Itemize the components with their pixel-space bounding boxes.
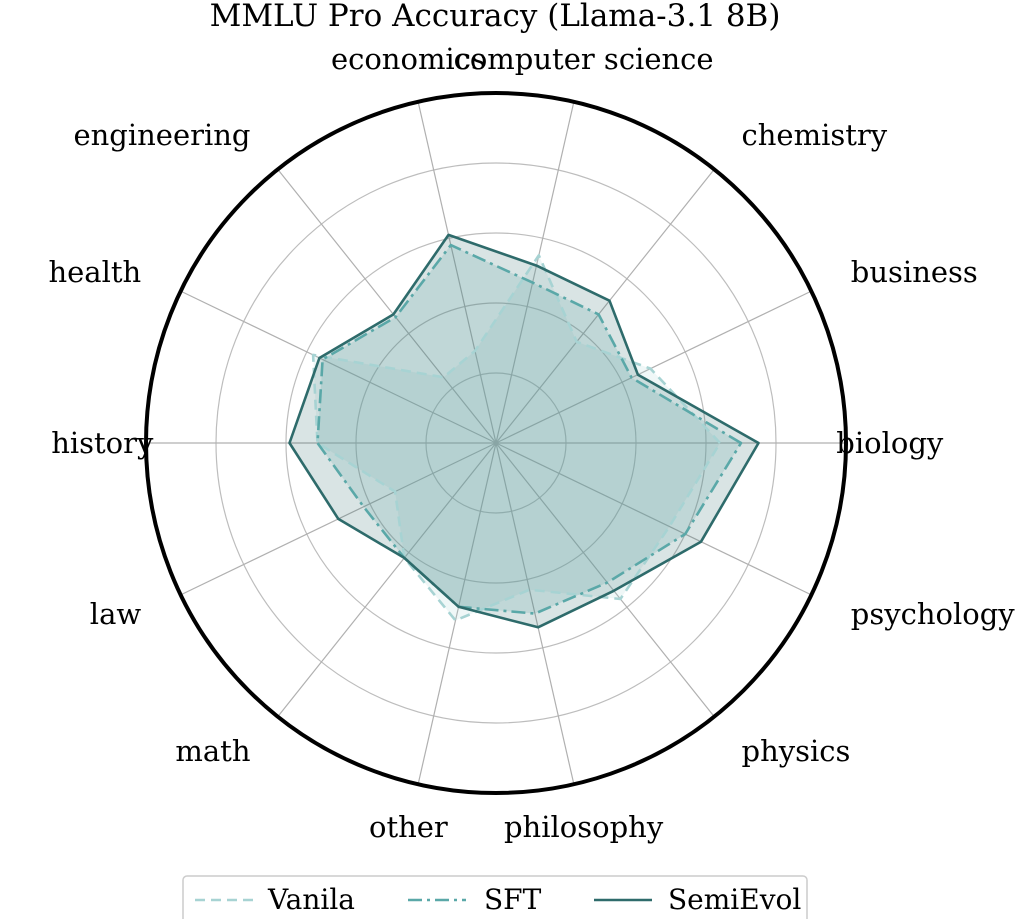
grid-layer bbox=[144, 91, 848, 795]
grid-spoke bbox=[417, 101, 497, 444]
legend-box bbox=[182, 875, 808, 923]
category-label: engineering bbox=[73, 118, 250, 152]
category-label: law bbox=[90, 597, 142, 631]
grid-spoke bbox=[180, 290, 497, 444]
category-label: health bbox=[48, 255, 141, 289]
grid-spoke bbox=[495, 168, 715, 444]
series-line-vanila bbox=[311, 254, 722, 622]
series-fill-vanila bbox=[313, 255, 720, 621]
grid-spoke bbox=[277, 442, 497, 718]
grid-spoke bbox=[495, 442, 575, 785]
category-labels: biology business chemistry computer science… bbox=[48, 42, 1015, 844]
category-label: history bbox=[51, 426, 154, 460]
category-label: philosophy bbox=[504, 810, 664, 844]
series-fill-semievol bbox=[289, 234, 759, 628]
legend-label-sft: SFT bbox=[484, 883, 542, 916]
grid-spoke bbox=[495, 442, 715, 718]
legend-label-vanila: Vanila bbox=[267, 883, 355, 916]
category-label: chemistry bbox=[742, 118, 888, 152]
category-label: math bbox=[175, 734, 250, 768]
series-layer bbox=[288, 233, 760, 629]
category-label: computer science bbox=[454, 42, 714, 76]
grid-spoke bbox=[277, 168, 497, 444]
category-label: economics bbox=[331, 42, 486, 76]
category-label: biology bbox=[836, 426, 944, 460]
outer-frame bbox=[144, 91, 848, 795]
grid-spoke bbox=[495, 442, 812, 596]
series-line-semievol bbox=[288, 233, 760, 629]
category-label: physics bbox=[742, 734, 851, 768]
category-label: other bbox=[369, 810, 448, 844]
legend-label-semievol: SemiEvol bbox=[668, 883, 801, 916]
category-label: psychology bbox=[851, 597, 1016, 631]
grid-spoke bbox=[417, 442, 497, 785]
series-line-sft bbox=[316, 243, 743, 615]
legend: Vanila SFT SemiEvol bbox=[182, 875, 808, 923]
category-label: business bbox=[851, 255, 978, 289]
grid-spoke bbox=[495, 290, 812, 444]
series-fill-sft bbox=[317, 245, 741, 614]
chart-title: MMLU Pro Accuracy (Llama-3.1 8B) bbox=[210, 0, 781, 34]
grid-spoke bbox=[495, 101, 575, 444]
